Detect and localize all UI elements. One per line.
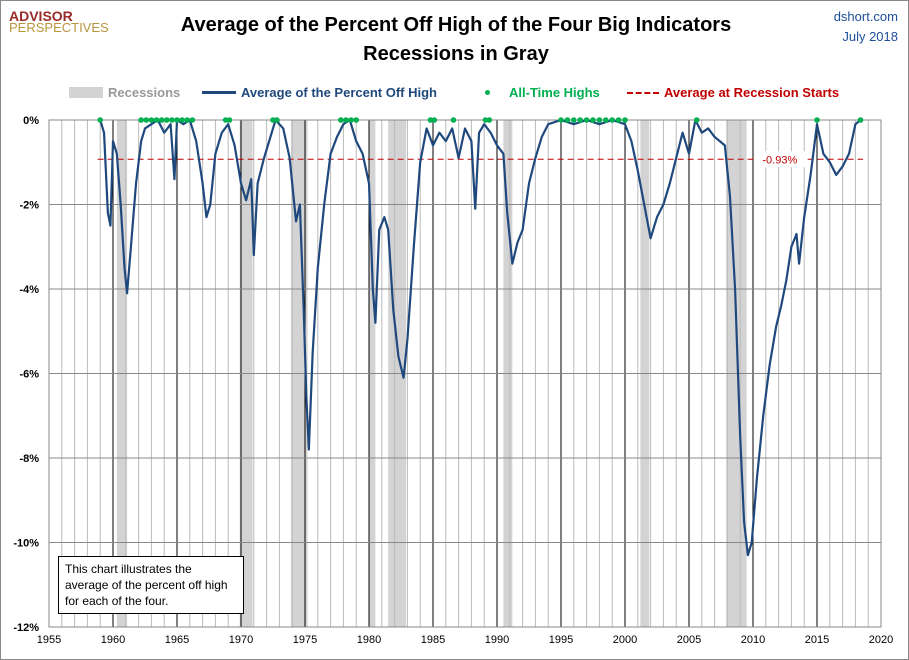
- avg-label: -0.93%: [762, 154, 797, 166]
- line-swatch: [202, 91, 236, 94]
- all-time-high-marker: [450, 117, 457, 123]
- all-time-high-marker: [189, 117, 196, 123]
- y-tick-label: -4%: [19, 284, 39, 296]
- source: dshort.com: [833, 9, 898, 24]
- logo-bottom: PERSPECTIVES: [9, 20, 109, 35]
- x-tick-label: 2005: [677, 634, 701, 646]
- all-time-high-marker: [609, 117, 615, 123]
- legend-label: Average at Recession Starts: [664, 85, 840, 100]
- date: July 2018: [842, 29, 898, 44]
- all-time-high-marker: [348, 117, 354, 123]
- all-time-high-marker: [270, 117, 276, 123]
- x-tick-label: 1975: [293, 634, 317, 646]
- x-tick-label: 2000: [613, 634, 637, 646]
- chart-note: This chart illustrates the average of th…: [58, 556, 244, 614]
- all-time-high-marker: [179, 117, 185, 123]
- legend-line: Average of the Percent Off High: [202, 85, 437, 100]
- all-time-high-marker: [571, 117, 577, 123]
- all-time-high-marker: [143, 117, 150, 123]
- all-time-high-marker: [138, 117, 144, 123]
- all-time-high-marker: [338, 117, 344, 123]
- legend-recessions: Recessions: [69, 85, 180, 100]
- avg-off-high-line: [99, 118, 862, 557]
- x-tick-label: 1980: [357, 634, 381, 646]
- legend-ath: All-Time Highs: [485, 85, 600, 100]
- plot-border: [48, 119, 882, 628]
- legend-avg: Average at Recession Starts: [627, 85, 839, 100]
- ath-swatch: [485, 90, 490, 95]
- legend-label: Average of the Percent Off High: [241, 85, 437, 100]
- x-tick-label: 1965: [165, 634, 189, 646]
- all-time-high-marker: [174, 117, 180, 123]
- y-tick-label: -10%: [13, 538, 39, 550]
- x-tick-label: 1970: [229, 634, 253, 646]
- all-time-high-marker: [163, 117, 170, 123]
- all-time-high-marker: [558, 117, 564, 123]
- x-tick-label: 1985: [421, 634, 445, 646]
- legend-label: Recessions: [108, 85, 181, 100]
- chart-subtitle: Recessions in Gray: [363, 43, 549, 65]
- all-time-high-marker: [158, 117, 165, 123]
- x-tick-label: 1990: [485, 634, 509, 646]
- all-time-high-marker: [427, 117, 434, 123]
- all-time-high-marker: [343, 117, 349, 123]
- avg-label-bg: [757, 151, 808, 168]
- logo-top: ADVISOR: [9, 8, 73, 24]
- all-time-high-marker: [693, 117, 700, 123]
- y-tick-label: -6%: [19, 369, 39, 381]
- all-time-high-marker: [615, 117, 622, 123]
- all-time-high-marker: [431, 117, 438, 123]
- advisor-perspectives-logo: ADVISOR PERSPECTIVES: [9, 8, 109, 35]
- avg-swatch: [627, 91, 659, 94]
- all-time-high-marker: [577, 117, 583, 123]
- all-time-high-marker: [814, 117, 820, 123]
- chart-title: Average of the Percent Off High of the F…: [180, 14, 732, 36]
- all-time-high-marker: [583, 117, 590, 123]
- all-time-high-marker: [153, 117, 160, 123]
- x-tick-label: 1955: [37, 634, 61, 646]
- all-time-high-marker: [486, 117, 493, 123]
- all-time-high-marker: [564, 117, 571, 123]
- y-tick-label: -8%: [19, 453, 39, 465]
- x-tick-label: 2015: [805, 634, 829, 646]
- x-tick-label: 2010: [741, 634, 765, 646]
- recession-swatch: [69, 87, 103, 98]
- x-tick-label: 1960: [101, 634, 125, 646]
- all-time-high-marker: [596, 117, 603, 123]
- y-tick-label: -2%: [19, 200, 39, 212]
- all-time-high-marker: [148, 117, 155, 123]
- all-time-high-marker: [97, 117, 103, 123]
- all-time-high-marker: [226, 117, 233, 123]
- legend-label: All-Time Highs: [509, 85, 600, 100]
- all-time-high-marker: [603, 117, 609, 123]
- all-time-high-marker: [353, 117, 360, 123]
- all-time-high-marker: [482, 117, 489, 123]
- x-tick-label: 1995: [549, 634, 573, 646]
- all-time-high-marker: [622, 117, 628, 123]
- all-time-high-marker: [274, 117, 280, 123]
- all-time-high-marker: [169, 117, 175, 123]
- y-tick-label: 0%: [23, 115, 39, 127]
- all-time-high-marker: [184, 117, 191, 123]
- all-time-high-marker: [590, 117, 596, 123]
- x-tick-label: 2020: [869, 634, 893, 646]
- all-time-high-marker: [222, 117, 229, 123]
- all-time-high-marker: [857, 117, 864, 123]
- y-tick-label: -12%: [13, 622, 39, 634]
